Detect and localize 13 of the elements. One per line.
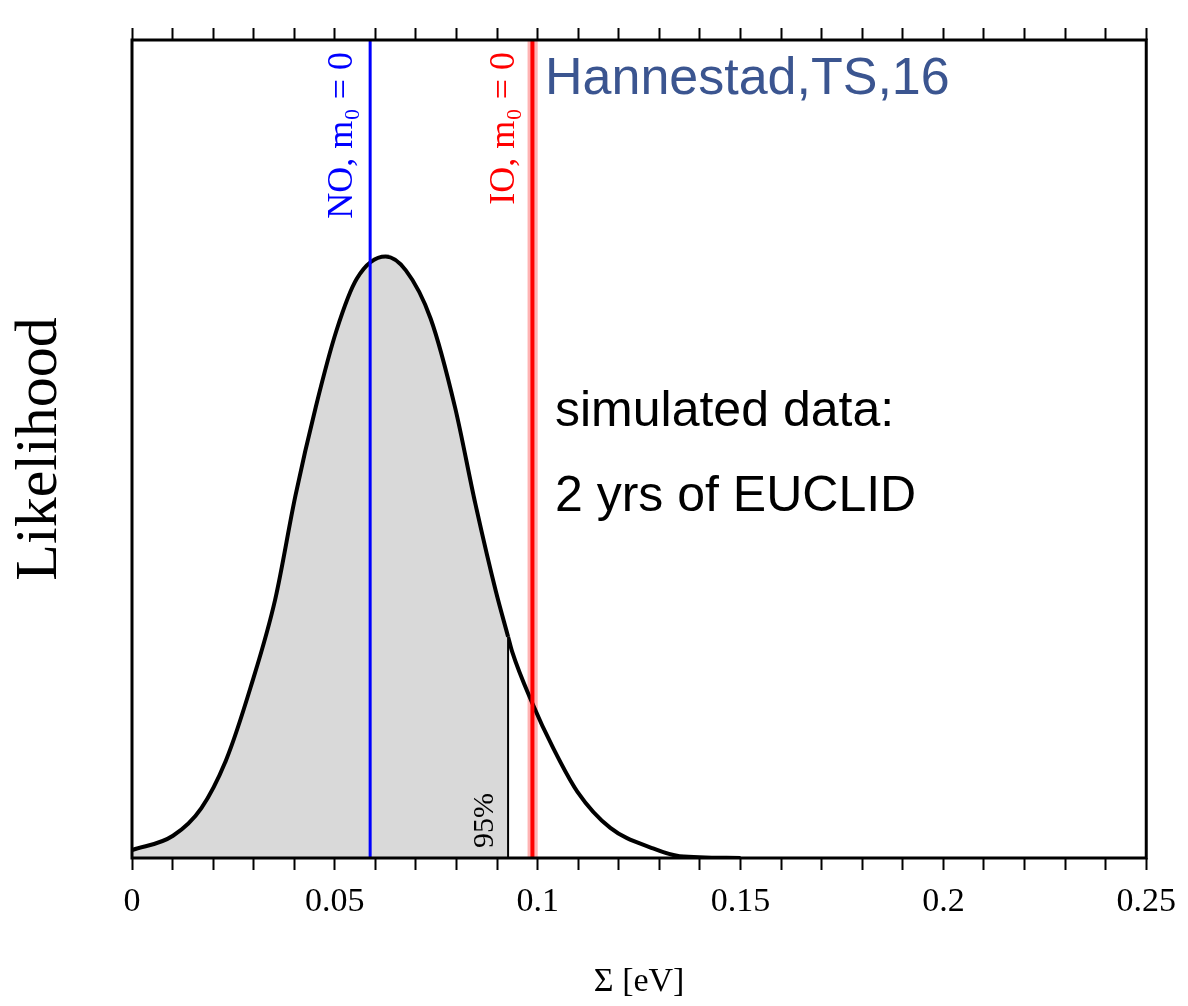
ref-line-label: IO, m₀ = 0 (481, 52, 522, 205)
annotation: simulated data: 2 yrs of EUCLID (555, 380, 917, 522)
x-tick-label: 0.25 (1116, 881, 1176, 919)
x-tick-label: 0.15 (710, 881, 771, 919)
text: Hannestad,TS,16 (545, 47, 950, 106)
x-tick-label: 0 (123, 881, 141, 919)
y-axis-title: Likelihood (2, 317, 69, 581)
x-tick-label: 0.1 (516, 881, 559, 919)
annotation: 95% (465, 793, 499, 848)
ref-line-label: NO, m₀ = 0 (319, 52, 360, 219)
x-axis-title: Σ [eV] (593, 960, 685, 998)
x-tick-label: 0.05 (305, 881, 365, 919)
x-tick-label: 0.2 (922, 881, 965, 919)
